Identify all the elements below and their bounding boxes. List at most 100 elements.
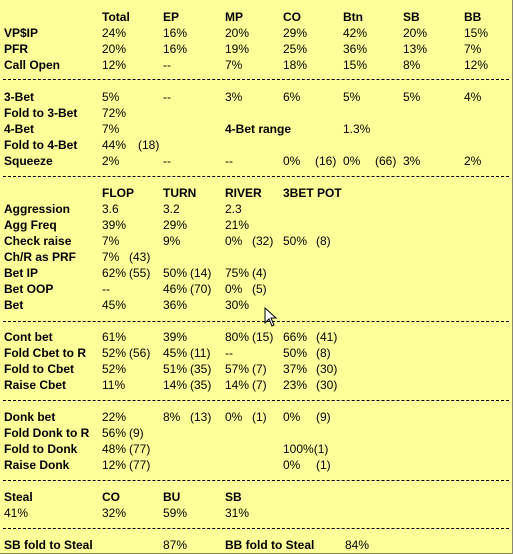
stat-value: 5%	[343, 90, 361, 104]
stat-value: 87%	[163, 538, 188, 552]
sample-count: (18)	[138, 138, 160, 152]
stat-label: Bet OOP	[4, 282, 54, 296]
col-header-co: CO	[283, 10, 301, 24]
stat-value: 62%	[102, 266, 127, 280]
stat-value: 48%	[102, 442, 127, 456]
sample-count: (1)	[252, 410, 267, 424]
stat-value: 50%	[283, 234, 308, 248]
col-header-flop: FLOP	[102, 186, 134, 200]
stat-row-vpip: VP$IP 24% 16% 20% 29% 42% 20% 15%	[0, 25, 513, 41]
col-header-sb: SB	[225, 490, 242, 504]
stat-value: 3%	[225, 90, 243, 104]
stat-row-fold-to-3bet: Fold to 3-Bet 72%	[0, 105, 513, 121]
stat-value: 45%	[102, 298, 127, 312]
stat-row: Ch/R as PRF 7% (43)	[0, 249, 513, 265]
stat-value: 4%	[464, 90, 482, 104]
stat-value: 61%	[102, 330, 127, 344]
stat-label: Fold to Cbet	[4, 362, 74, 376]
four-bet-range-value: 1.3%	[343, 122, 371, 136]
stat-value: 12%	[102, 58, 127, 72]
sample-count: (16)	[315, 154, 337, 168]
stat-value: 66%	[283, 330, 308, 344]
stat-label: Donk bet	[4, 410, 56, 424]
col-header-sb: SB	[403, 10, 420, 24]
stat-value: 39%	[163, 330, 188, 344]
stat-label: Fold Donk to R	[4, 426, 90, 440]
stat-row-3bet: 3-Bet 5% -- 3% 6% 5% 5% 4%	[0, 89, 513, 105]
col-header-turn: TURN	[163, 186, 197, 200]
stat-value: --	[225, 154, 233, 168]
stat-row: Raise Cbet 11% 14% (35) 14% (7) 23% (30)	[0, 377, 513, 393]
stat-value: 5%	[403, 90, 421, 104]
stat-value: 15%	[343, 58, 368, 72]
stat-row-call-open: Call Open 12% -- 7% 18% 15% 8% 12%	[0, 57, 513, 73]
stat-value: 12%	[102, 458, 127, 472]
sample-count: (1)	[316, 458, 331, 472]
stat-value: 11%	[102, 378, 126, 392]
stat-value: 0%	[225, 410, 243, 424]
stat-value: 2%	[102, 154, 120, 168]
stat-label: Fold to 3-Bet	[4, 106, 78, 120]
stat-label: PFR	[4, 42, 28, 56]
stat-label: Agg Freq	[4, 218, 57, 232]
stat-value: 32%	[102, 506, 127, 520]
stat-value: 29%	[163, 218, 188, 232]
stat-value: 0%	[225, 282, 243, 296]
sample-count: (55)	[129, 266, 151, 280]
stat-row-fold-to-steal: SB fold to Steal 87% BB fold to Steal 84…	[0, 537, 513, 553]
section-divider	[3, 480, 509, 481]
postflop-header-row: FLOP TURN RIVER 3BET POT	[0, 185, 513, 201]
section-divider	[3, 79, 509, 80]
stat-value: 24%	[102, 26, 127, 40]
stat-value: 14%	[163, 378, 188, 392]
stat-row: Aggression 3.6 3.2 2.3	[0, 201, 513, 217]
sample-count: (30)	[316, 362, 338, 376]
col-header-co: CO	[102, 490, 120, 504]
preflop-header-row: Total EP MP CO Btn SB BB	[0, 9, 513, 25]
stat-value: 7%	[102, 122, 120, 136]
sample-count: (77)	[129, 442, 151, 456]
stat-label: Check raise	[4, 234, 72, 248]
stat-value: 59%	[163, 506, 188, 520]
sample-count: (7)	[252, 378, 267, 392]
sample-count: (43)	[129, 250, 151, 264]
col-header-btn: Btn	[343, 10, 363, 24]
stat-value: 46%	[163, 282, 188, 296]
stat-row: Check raise 7% 9% 0% (32) 50% (8)	[0, 233, 513, 249]
stat-row: Cont bet 61% 39% 80% (15) 66% (41)	[0, 329, 513, 345]
stat-value: 21%	[225, 218, 250, 232]
stat-value: 56%	[102, 426, 127, 440]
col-header-bb: BB	[464, 10, 482, 24]
stat-value: 6%	[283, 90, 301, 104]
stat-value: 3.2	[163, 202, 180, 216]
stat-value: 8%	[163, 410, 181, 424]
stat-label: Fold to 4-Bet	[4, 138, 78, 152]
sample-count: (4)	[252, 266, 267, 280]
stat-value: 25%	[283, 42, 308, 56]
stat-value: 16%	[163, 42, 188, 56]
stat-value: 39%	[102, 218, 127, 232]
stat-value: 8%	[403, 58, 421, 72]
stat-value: 13%	[403, 42, 428, 56]
sample-count: (41)	[316, 330, 338, 344]
stat-value: 45%	[163, 346, 188, 360]
sample-count: (35)	[190, 362, 212, 376]
stat-value: 36%	[343, 42, 368, 56]
sample-count: (30)	[316, 378, 338, 392]
sample-count: (11)	[190, 346, 211, 360]
stat-label: Fold to Donk	[4, 442, 78, 456]
stat-value: 0%	[283, 410, 301, 424]
sample-count: (9)	[316, 410, 331, 424]
mouse-pointer-icon	[264, 307, 278, 327]
sample-count: (13)	[190, 410, 212, 424]
stat-value: 2%	[464, 154, 482, 168]
stat-row: Bet 45% 36% 30%	[0, 297, 513, 313]
stat-value: 0%	[343, 154, 361, 168]
stat-value: 52%	[102, 346, 127, 360]
stat-label: Aggression	[4, 202, 71, 216]
sample-count: (35)	[190, 378, 212, 392]
stat-value: 7%	[102, 250, 120, 264]
sample-count: (14)	[190, 266, 212, 280]
stat-value: --	[163, 58, 171, 72]
stat-value: 75%	[225, 266, 250, 280]
